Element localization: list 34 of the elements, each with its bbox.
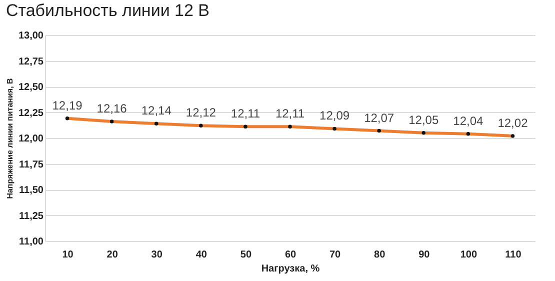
data-label: 12,02 <box>498 116 528 130</box>
y-tick-label: 12,75 <box>18 56 44 68</box>
y-tick-label: 13,00 <box>18 30 44 42</box>
x-tick-label: 70 <box>329 250 342 260</box>
y-tick-label: 11,50 <box>19 185 44 196</box>
data-label: 12,12 <box>186 106 216 120</box>
y-tick-label: 12,00 <box>18 134 44 144</box>
x-tick-label: 20 <box>106 250 118 260</box>
x-tick-label: 10 <box>62 250 74 260</box>
chart-title: Стабильность линии 12 В <box>6 1 210 20</box>
data-label: 12,05 <box>408 112 439 127</box>
data-label: 12,04 <box>453 114 484 128</box>
y-tick-label: 11,25 <box>19 210 44 222</box>
x-tick-label: 60 <box>284 250 296 260</box>
y-tick-label: 12,50 <box>18 82 44 93</box>
data-label: 12,07 <box>364 110 394 125</box>
x-tick-label: 110 <box>505 250 522 260</box>
data-label: 12,11 <box>275 106 305 121</box>
data-label: 12,19 <box>52 98 83 112</box>
data-label: 12,14 <box>141 104 172 118</box>
data-label: 12,09 <box>320 108 350 123</box>
x-tick-label: 50 <box>240 250 252 260</box>
y-tick-label: 12,25 <box>18 108 44 119</box>
x-tick-label: 90 <box>418 250 430 260</box>
y-tick-label: 11,75 <box>19 159 44 170</box>
data-label: 12,16 <box>96 102 128 116</box>
data-label: 12,11 <box>230 106 260 121</box>
x-tick-label: 80 <box>374 250 386 260</box>
x-tick-label: 100 <box>460 250 478 260</box>
x-tick-label: 40 <box>196 250 208 260</box>
x-tick-label: 30 <box>151 250 163 260</box>
y-axis-title: Напряжение линии питания, В <box>5 78 14 199</box>
x-axis-title: Нагрузка, % <box>261 264 320 274</box>
y-tick-label: 11,00 <box>19 236 44 248</box>
